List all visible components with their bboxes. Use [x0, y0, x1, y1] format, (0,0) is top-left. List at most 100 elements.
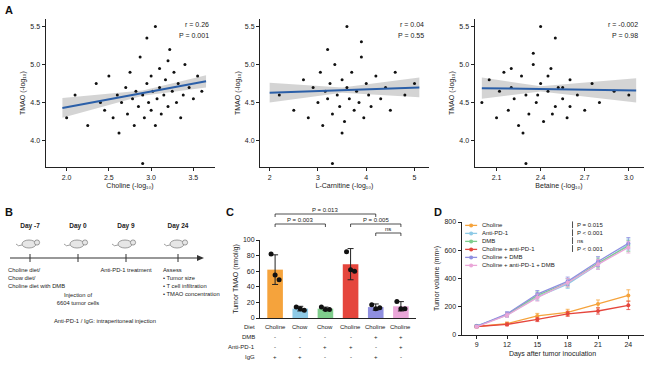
- svg-text:5: 5: [413, 174, 417, 181]
- svg-text:-: -: [375, 344, 377, 350]
- svg-text:+: +: [323, 344, 327, 350]
- svg-text:r = 0.26: r = 0.26: [185, 21, 209, 28]
- svg-text:5.0: 5.0: [30, 61, 40, 68]
- svg-text:Betaine (-log₁₀): Betaine (-log₁₀): [535, 182, 582, 190]
- svg-text:20: 20: [247, 299, 255, 306]
- svg-text:A: A: [5, 4, 13, 16]
- svg-text:Tumor volume (mm³): Tumor volume (mm³): [433, 246, 441, 311]
- svg-text:L-Carnitine (-log₁₀): L-Carnitine (-log₁₀): [316, 182, 374, 190]
- svg-text:Day 24: Day 24: [168, 222, 189, 230]
- svg-text:P = 0.005: P = 0.005: [363, 217, 389, 223]
- svg-text:0: 0: [251, 314, 255, 321]
- svg-text:Choline: Choline: [340, 324, 361, 330]
- svg-text:4.0: 4.0: [30, 137, 40, 144]
- svg-text:-: -: [299, 344, 301, 350]
- svg-text:r = 0.04: r = 0.04: [400, 21, 424, 28]
- svg-text:3.0: 3.0: [624, 174, 634, 181]
- svg-text:TMAO (-log₁₀): TMAO (-log₁₀): [234, 71, 242, 115]
- svg-text:P = 0.98: P = 0.98: [612, 32, 638, 39]
- svg-text:+: +: [374, 354, 378, 360]
- svg-text:0: 0: [452, 331, 456, 338]
- svg-text:9: 9: [475, 341, 479, 348]
- svg-text:Anti-PD-1: Anti-PD-1: [228, 344, 255, 350]
- svg-text:Assess: Assess: [163, 267, 182, 273]
- svg-text:Tumor TMAO (nmol/g): Tumor TMAO (nmol/g): [232, 244, 240, 314]
- svg-text:40: 40: [247, 283, 255, 290]
- svg-text:Choline: Choline: [390, 324, 411, 330]
- svg-text:2: 2: [268, 174, 272, 181]
- svg-text:• TMAO concentration: • TMAO concentration: [163, 291, 220, 297]
- svg-text:Chow: Chow: [292, 324, 308, 330]
- svg-text:5.5: 5.5: [459, 23, 469, 30]
- svg-text:+: +: [399, 334, 403, 340]
- svg-text:• T cell infiltration: • T cell infiltration: [163, 283, 207, 289]
- svg-text:800: 800: [444, 218, 456, 225]
- svg-text:-: -: [350, 334, 352, 340]
- svg-text:P = 0.013: P = 0.013: [312, 207, 338, 213]
- svg-text:5.5: 5.5: [245, 23, 255, 30]
- svg-text:4.5: 4.5: [459, 99, 469, 106]
- svg-text:IgG: IgG: [245, 354, 255, 360]
- svg-text:4: 4: [364, 174, 368, 181]
- svg-text:P < 0.001: P < 0.001: [577, 230, 603, 236]
- svg-text:15: 15: [533, 341, 541, 348]
- svg-text:Choline (-log₁₀): Choline (-log₁₀): [106, 182, 153, 190]
- svg-text:Day 0: Day 0: [69, 222, 87, 230]
- svg-text:200: 200: [444, 303, 456, 310]
- svg-text:DMB: DMB: [482, 238, 495, 244]
- svg-text:P = 0.015: P = 0.015: [577, 222, 603, 228]
- svg-text:Diet: Diet: [244, 324, 255, 330]
- svg-text:P = 0.55: P = 0.55: [398, 32, 424, 39]
- svg-text:3.5: 3.5: [189, 174, 199, 181]
- svg-text:60: 60: [247, 268, 255, 275]
- svg-text:DMB: DMB: [242, 334, 255, 340]
- svg-text:-: -: [400, 354, 402, 360]
- svg-text:Day -7: Day -7: [20, 222, 40, 230]
- svg-text:P < 0.001: P < 0.001: [577, 246, 603, 252]
- svg-text:Day 9: Day 9: [117, 222, 135, 230]
- svg-text:+: +: [298, 354, 302, 360]
- svg-text:4.0: 4.0: [245, 137, 255, 144]
- svg-text:Choline diet/: Choline diet/: [8, 267, 41, 273]
- svg-text:Chow: Chow: [317, 324, 333, 330]
- svg-text:-: -: [324, 334, 326, 340]
- svg-text:2.4: 2.4: [536, 174, 546, 181]
- svg-text:600: 600: [444, 247, 456, 254]
- svg-text:ns: ns: [577, 238, 583, 244]
- svg-text:12: 12: [503, 341, 511, 348]
- svg-text:+: +: [349, 344, 353, 350]
- svg-text:Choline + anti-PD-1 + DMB: Choline + anti-PD-1 + DMB: [482, 262, 555, 268]
- svg-text:3.0: 3.0: [146, 174, 156, 181]
- svg-text:TMAO (-log₁₀): TMAO (-log₁₀): [19, 71, 27, 115]
- svg-text:80: 80: [247, 252, 255, 259]
- svg-text:C: C: [226, 206, 234, 218]
- svg-text:400: 400: [444, 275, 456, 282]
- svg-text:2.7: 2.7: [580, 174, 590, 181]
- svg-text:-: -: [274, 344, 276, 350]
- svg-text:2.5: 2.5: [104, 174, 114, 181]
- svg-text:Anti-PD-1: Anti-PD-1: [482, 230, 509, 236]
- svg-text:+: +: [273, 354, 277, 360]
- svg-text:Days after tumor inoculation: Days after tumor inoculation: [509, 350, 596, 358]
- svg-text:+: +: [374, 334, 378, 340]
- svg-text:5.5: 5.5: [30, 23, 40, 30]
- svg-text:Choline + anti-PD-1: Choline + anti-PD-1: [482, 246, 535, 252]
- svg-text:Injection of: Injection of: [64, 292, 92, 298]
- svg-text:21: 21: [594, 341, 602, 348]
- svg-text:+: +: [399, 344, 403, 350]
- svg-text:-: -: [324, 354, 326, 360]
- svg-text:4.5: 4.5: [30, 99, 40, 106]
- svg-text:Choline diet with DMB: Choline diet with DMB: [8, 283, 65, 289]
- svg-text:5.0: 5.0: [459, 61, 469, 68]
- svg-text:-: -: [350, 354, 352, 360]
- svg-text:3: 3: [316, 174, 320, 181]
- svg-text:Anti-PD-1 / IgG: intraperitone: Anti-PD-1 / IgG: intraperitoneal injecti…: [54, 318, 156, 324]
- svg-text:Choline: Choline: [482, 222, 503, 228]
- svg-text:D: D: [434, 206, 442, 218]
- svg-text:6604 tumor cells: 6604 tumor cells: [57, 300, 100, 306]
- svg-text:5.0: 5.0: [245, 61, 255, 68]
- svg-text:TMAO (-log₁₀): TMAO (-log₁₀): [448, 71, 456, 115]
- svg-text:Anti-PD-1 treatment: Anti-PD-1 treatment: [100, 267, 152, 273]
- svg-text:P = 0.001: P = 0.001: [179, 32, 209, 39]
- svg-text:4.0: 4.0: [459, 137, 469, 144]
